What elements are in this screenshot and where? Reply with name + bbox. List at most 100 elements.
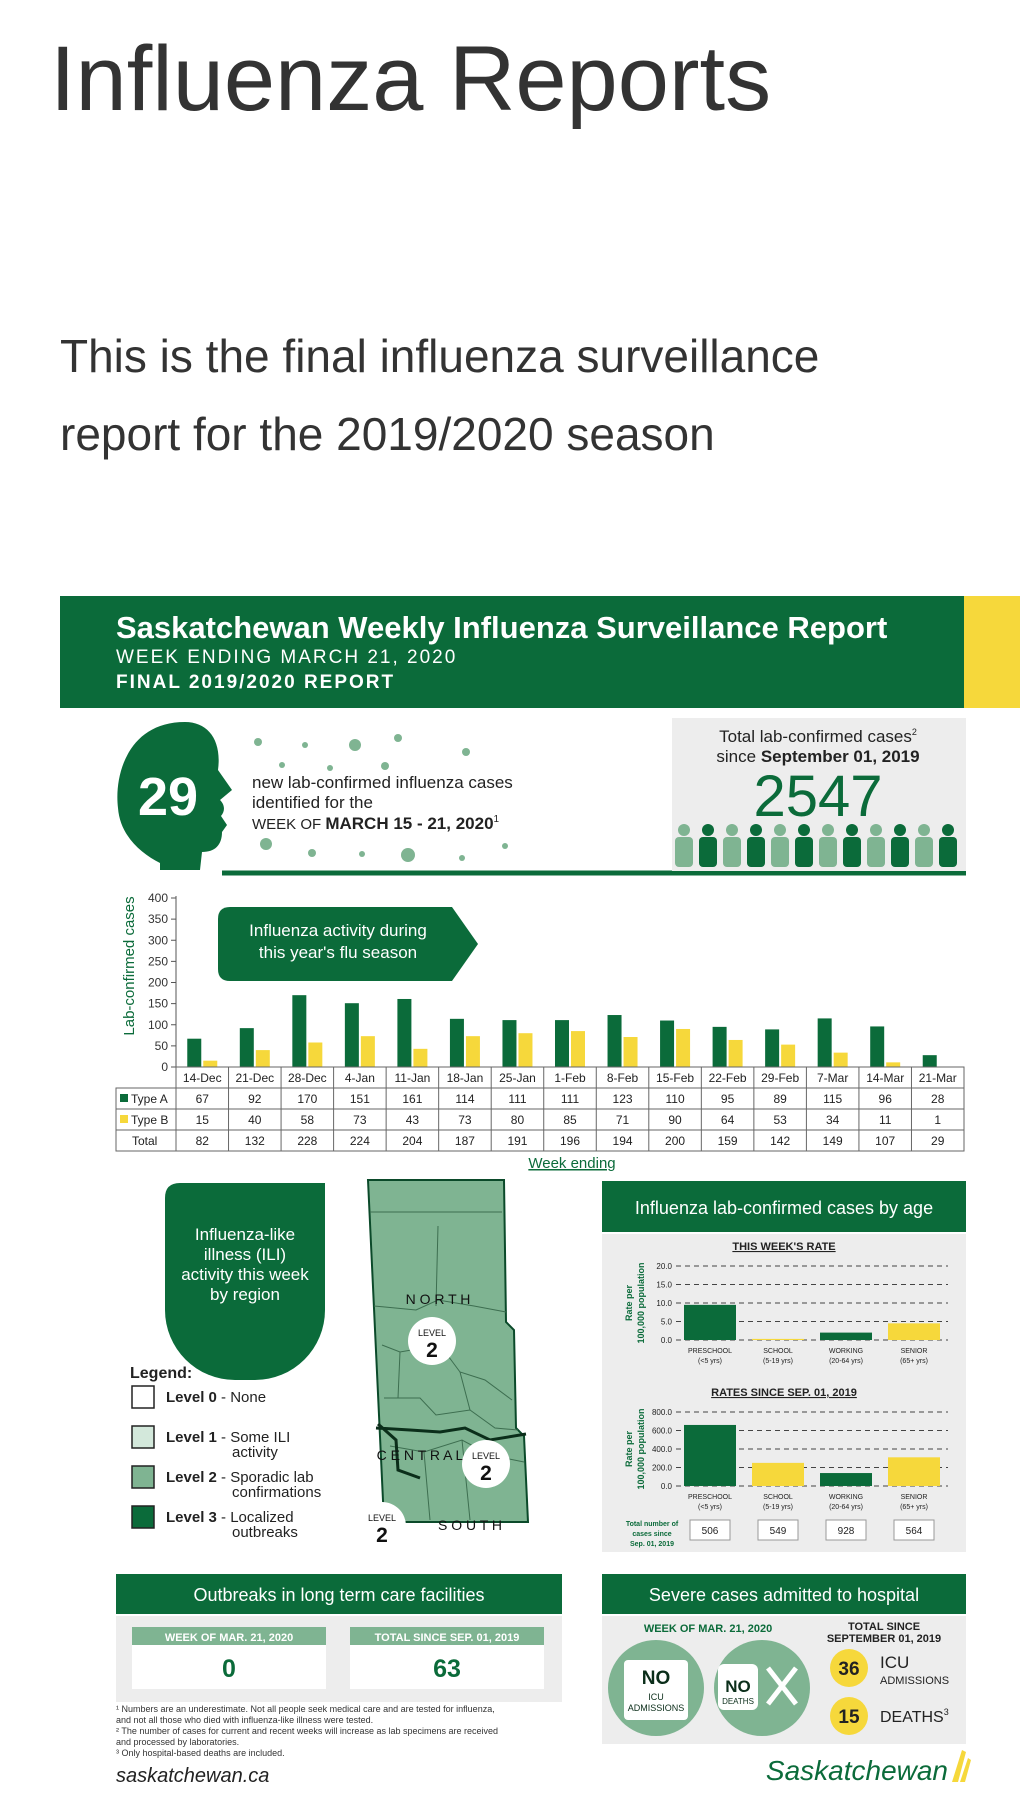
footnote-line: ³ Only hospital-based deaths are include… (116, 1748, 285, 1758)
bar-type-a (712, 1026, 727, 1067)
age-bar (752, 1338, 804, 1340)
footnote-line: ¹ Numbers are an underestimate. Not all … (116, 1704, 495, 1714)
x-tick-label: 4-Jan (345, 1071, 375, 1085)
person-icon (819, 837, 837, 867)
page-title: Influenza Reports (50, 28, 771, 130)
bar-type-a (870, 1026, 885, 1067)
person-icon (939, 837, 957, 867)
x-tick-label: 15-Feb (656, 1071, 694, 1085)
legend-swatch (131, 1465, 155, 1489)
person-icon (798, 824, 810, 836)
activity-callout-shape (218, 907, 478, 981)
legend-title: Legend: (130, 1365, 192, 1382)
infographic: Saskatchewan Weekly Influenza Surveillan… (60, 596, 1020, 1787)
footer-site: saskatchewan.ca (116, 1765, 269, 1787)
outbreaks-total-label: TOTAL SINCE SEP. 01, 2019 (375, 1632, 520, 1644)
y-tick-label: 300 (148, 933, 168, 947)
intro-line-1: This is the final influenza surveillance (60, 330, 819, 382)
y-tick-label: 0 (161, 1060, 168, 1074)
bar-type-b (518, 1033, 533, 1067)
x-tick-label: 14-Mar (866, 1071, 904, 1085)
age-category-sublabel: (<5 yrs) (698, 1358, 722, 1365)
bar-type-a (187, 1038, 202, 1067)
age-category-sublabel: (65+ yrs) (900, 1358, 928, 1365)
y-tick-label: 10.0 (656, 1299, 672, 1308)
age-category-label: SENIOR (901, 1348, 928, 1355)
bar-type-b (465, 1036, 480, 1067)
region-label-north: N O R T H (406, 1291, 471, 1307)
age-total-box (825, 1519, 867, 1541)
report-final-label: FINAL 2019/2020 REPORT (116, 672, 395, 693)
y-tick-label: 800.0 (652, 1408, 673, 1417)
svg-text:2: 2 (480, 1462, 492, 1485)
person-icon (870, 824, 882, 836)
bar-type-b (413, 1048, 428, 1067)
table-cell: 73 (353, 1113, 367, 1127)
table-cell: 15 (196, 1113, 210, 1127)
severe-title: Severe cases admitted to hospital (649, 1585, 919, 1605)
y-tick-label: 150 (148, 997, 168, 1011)
table-cell: 151 (350, 1092, 370, 1106)
x-tick-label: 14-Dec (183, 1071, 222, 1085)
ili-block: Influenza-like illness (ILI) activity th… (130, 1179, 530, 1550)
bar-type-b (308, 1042, 323, 1067)
age-bar (820, 1332, 872, 1340)
svg-text:36: 36 (838, 1659, 859, 1680)
footnote-line: and processed by laboratories. (116, 1737, 239, 1747)
age-bar (684, 1424, 736, 1486)
age-category-label: SCHOOL (763, 1348, 793, 1355)
icu-badge: NO ICU ADMISSIONS (608, 1640, 704, 1736)
x-tick-label: 11-Jan (394, 1071, 430, 1085)
age-category-sublabel: (<5 yrs) (698, 1504, 722, 1511)
map-subregion-borders (370, 1211, 525, 1521)
table-cell: 40 (248, 1113, 262, 1127)
x-tick-label: 21-Dec (235, 1071, 274, 1085)
ili-legend: Level 0 - None Level 1 - Some ILIactivity… (131, 1385, 321, 1541)
x-tick-label: 18-Jan (447, 1071, 484, 1085)
age-chart-title: RATES SINCE SEP. 01, 2019 (711, 1387, 857, 1399)
bar-type-a (292, 995, 307, 1067)
table-cell: 34 (826, 1113, 840, 1127)
severe-total-label-1: TOTAL SINCE (848, 1621, 920, 1633)
person-icon (942, 824, 954, 836)
table-cell: 170 (297, 1092, 317, 1106)
bar-type-a (449, 1018, 464, 1067)
age-total-box (757, 1519, 799, 1541)
age-section-title: Influenza lab-confirmed cases by age (635, 1198, 933, 1218)
svg-text:LEVEL: LEVEL (472, 1451, 500, 1461)
severe-header (602, 1574, 966, 1614)
svg-text:2: 2 (426, 1339, 438, 1362)
virus-dots-decoration (254, 734, 508, 862)
table-row-label: Total (132, 1134, 157, 1148)
region-label-central: C E N T R A L (377, 1447, 464, 1463)
age-category-sublabel: (5-19 yrs) (763, 1504, 793, 1511)
bar-type-b (781, 1044, 796, 1067)
age-bar (820, 1473, 872, 1486)
y-tick-label: 100 (148, 1018, 168, 1032)
x-tick-label: 7-Mar (817, 1071, 848, 1085)
age-y-label: 100,000 population (636, 1408, 646, 1489)
outbreaks-header (116, 1574, 562, 1614)
person-icon (678, 824, 690, 836)
activity-callout-line-1: Influenza activity during (249, 921, 427, 940)
age-category-label: PRESCHOOL (688, 1348, 732, 1355)
table-cell: 187 (455, 1134, 475, 1148)
table-row-label: Type B (131, 1113, 168, 1127)
age-totals-label: Total number of (626, 1521, 679, 1528)
bar-type-a (817, 1018, 832, 1067)
person-icon (675, 837, 693, 867)
person-icon (846, 824, 858, 836)
table-cell: 123 (613, 1092, 633, 1106)
y-tick-label: 50 (155, 1039, 169, 1053)
table-cell: 194 (613, 1134, 633, 1148)
age-bar (888, 1323, 940, 1340)
table-cell: 228 (297, 1134, 317, 1148)
y-tick-label: 0.0 (661, 1336, 673, 1345)
table-row-label: Type A (131, 1092, 168, 1106)
severe-section: Severe cases admitted to hospital WEEK O… (602, 1574, 966, 1744)
legend-item-desc: outbreaks (232, 1524, 298, 1541)
y-tick-label: 250 (148, 954, 168, 968)
table-cell: 96 (879, 1092, 893, 1106)
table-cell: 43 (406, 1113, 420, 1127)
